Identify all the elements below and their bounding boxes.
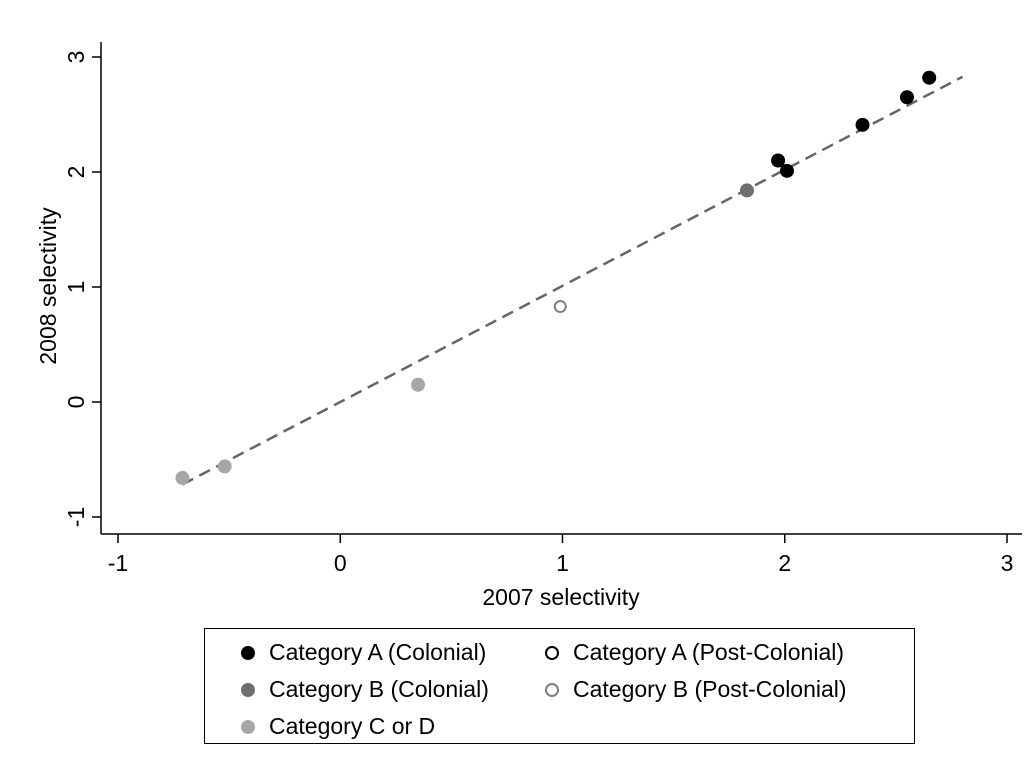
x-axis-ticks: -1 0 1 2 3 [108, 534, 1014, 576]
x-tick-label: 2 [778, 550, 791, 576]
y-tick-label: 1 [63, 281, 89, 294]
plot-area: -1 0 1 2 3 -1 0 1 2 3 [63, 42, 1022, 576]
data-point [175, 470, 190, 485]
legend-label: Category A (Post-Colonial) [573, 639, 845, 665]
legend-item-category-c-or-d: Category C or D [241, 713, 435, 740]
legend-label: Category A (Colonial) [269, 639, 487, 665]
data-points [175, 70, 937, 485]
fit-line [181, 75, 964, 486]
x-tick-label: -1 [108, 550, 128, 576]
legend-marker-filled-gray [241, 682, 255, 697]
legend-item-category-a-post-colonial: Category A (Post-Colonial) [545, 639, 844, 666]
data-point [922, 70, 937, 85]
data-point [779, 163, 794, 178]
legend-item-category-a-colonial: Category A (Colonial) [241, 639, 486, 666]
legend-label: Category B (Colonial) [269, 676, 489, 702]
legend-marker-hollow-black [545, 645, 559, 660]
data-point [739, 183, 754, 198]
y-tick-label: -1 [63, 507, 89, 527]
y-axis-label: 2008 selectivity [35, 207, 61, 365]
legend-item-category-b-post-colonial: Category B (Post-Colonial) [545, 676, 847, 703]
legend-item-category-b-colonial: Category B (Colonial) [241, 676, 489, 703]
legend-label: Category C or D [269, 713, 436, 739]
x-tick-label: 3 [1001, 550, 1014, 576]
x-tick-label: 0 [334, 550, 347, 576]
x-axis-label: 2007 selectivity [482, 584, 640, 610]
data-point [855, 117, 870, 132]
legend-marker-filled-light-gray [241, 719, 255, 734]
y-tick-label: 2 [63, 166, 89, 179]
data-point [899, 90, 914, 105]
y-axis-ticks: -1 0 1 2 3 [63, 51, 101, 527]
y-tick-label: 0 [63, 396, 89, 409]
data-point [217, 459, 232, 474]
data-point [411, 377, 426, 392]
legend: Category A (Colonial) Category A (Post-C… [204, 628, 915, 744]
y-tick-label: 3 [63, 51, 89, 64]
data-point [771, 153, 786, 168]
legend-marker-hollow-gray [545, 682, 559, 697]
legend-marker-filled-black [241, 645, 255, 660]
data-point [553, 300, 567, 314]
legend-label: Category B (Post-Colonial) [573, 676, 847, 702]
x-tick-label: 1 [556, 550, 569, 576]
